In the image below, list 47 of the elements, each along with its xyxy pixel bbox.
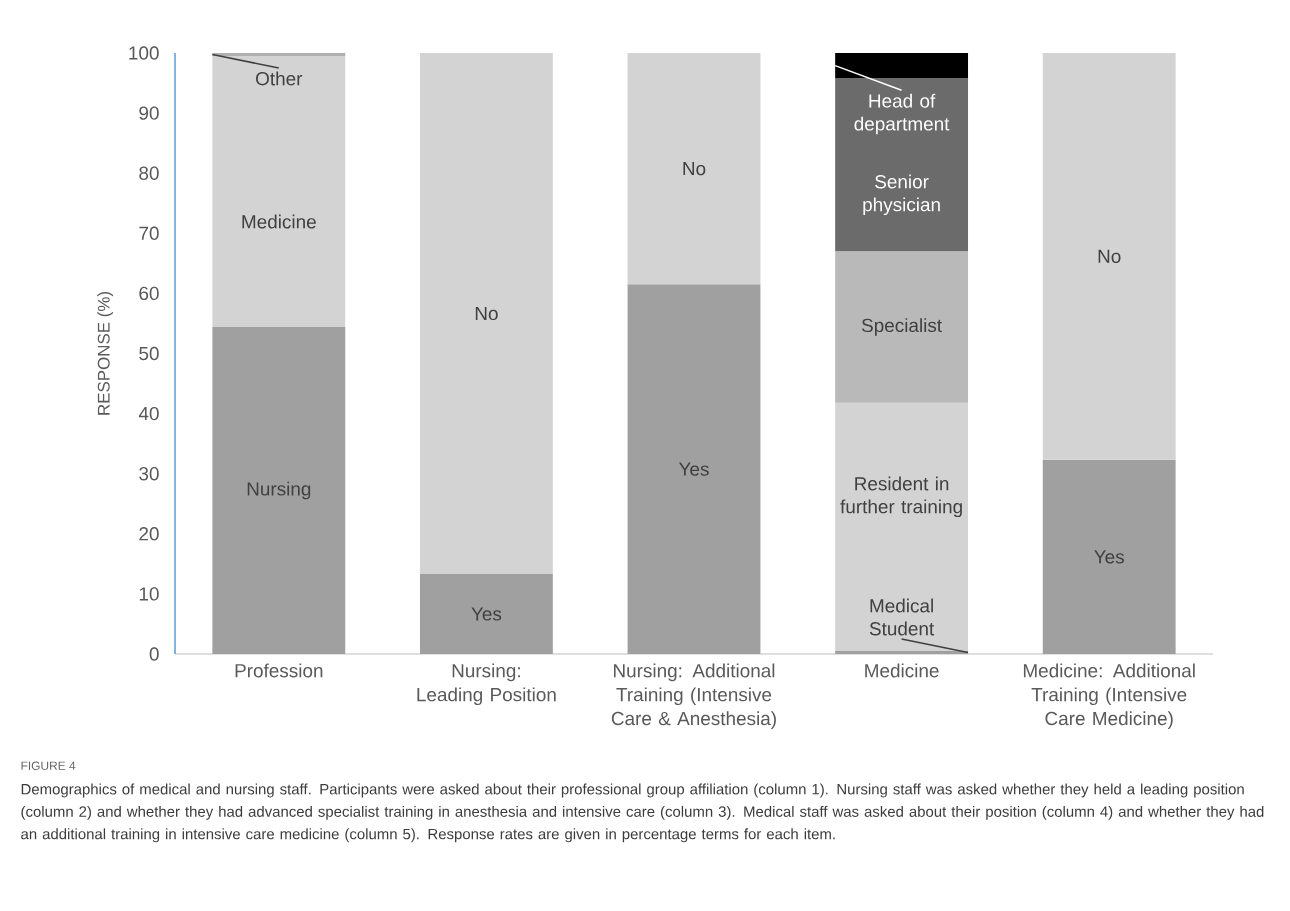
bar [419,574,553,654]
data-label: Specialist [861,318,942,336]
y-tick-label: 0 [149,647,159,661]
data-label: Resident in further training [840,476,962,518]
y-axis-title: RESPONSE (%) [97,291,114,415]
data-label: Yes [1094,550,1124,564]
y-tick-label: 10 [139,587,159,601]
bar [835,402,969,651]
caption: FIGURE 4 [21,761,76,770]
text: Demographics of medical and nursing staff. Participants were asked about their professional group affiliation (column 1). Nursing staff was asked whether they held a leading position (column 2) and whether they had advanced specialist training in anesthesia and intensive care (column 3). Medical staff was asked about their position (column 4) and whether they had an additional training in intensive care medicine (column 5). Response rates are given in percentage terms for each item. [21,783,1264,843]
bar [212,55,346,328]
data-label: No [1098,249,1121,264]
bar [835,78,969,252]
bar [1042,52,1176,460]
data-label: Senior physician [863,174,940,216]
data-label: Yes [471,607,502,621]
x-tick-label: Medicine [865,663,939,678]
x-tick-label: Profession [235,663,323,678]
x-tick-label: Nursing: Leading Position [417,663,556,706]
data-label: Medical Student [869,598,935,636]
bar [419,52,553,575]
y-tick-label: 50 [139,346,159,361]
bar [1042,459,1176,654]
y-tick-label: 70 [139,226,159,240]
bar [835,650,969,654]
bar [212,52,346,56]
data-label: No [475,306,498,321]
y-tick-label: 60 [139,286,159,301]
data-label: Medicine [242,214,316,229]
x-tick-label: Medicine: Additional Training (Intensive Care Medicine) [1023,663,1195,729]
data-label: Other [256,71,303,86]
data-label: No [683,162,706,176]
bar [627,284,761,654]
data-label: Head of department [854,93,950,135]
bar [627,52,761,285]
data-label: Yes [678,462,709,476]
data-label: Nursing [247,481,311,500]
y-tick-label: 90 [139,106,159,120]
y-tick-label: 40 [138,406,159,421]
y-tick-label: 20 [139,527,159,541]
x-tick-label: Nursing: Additional Training (Intensive Care & Anesthesia) [611,663,776,729]
y-tick-label: 80 [139,166,159,180]
bar [835,251,969,403]
y-tick-label: 30 [139,466,159,481]
bar [835,52,969,79]
y-tick-label: 100 [129,46,159,60]
bar [212,327,346,654]
